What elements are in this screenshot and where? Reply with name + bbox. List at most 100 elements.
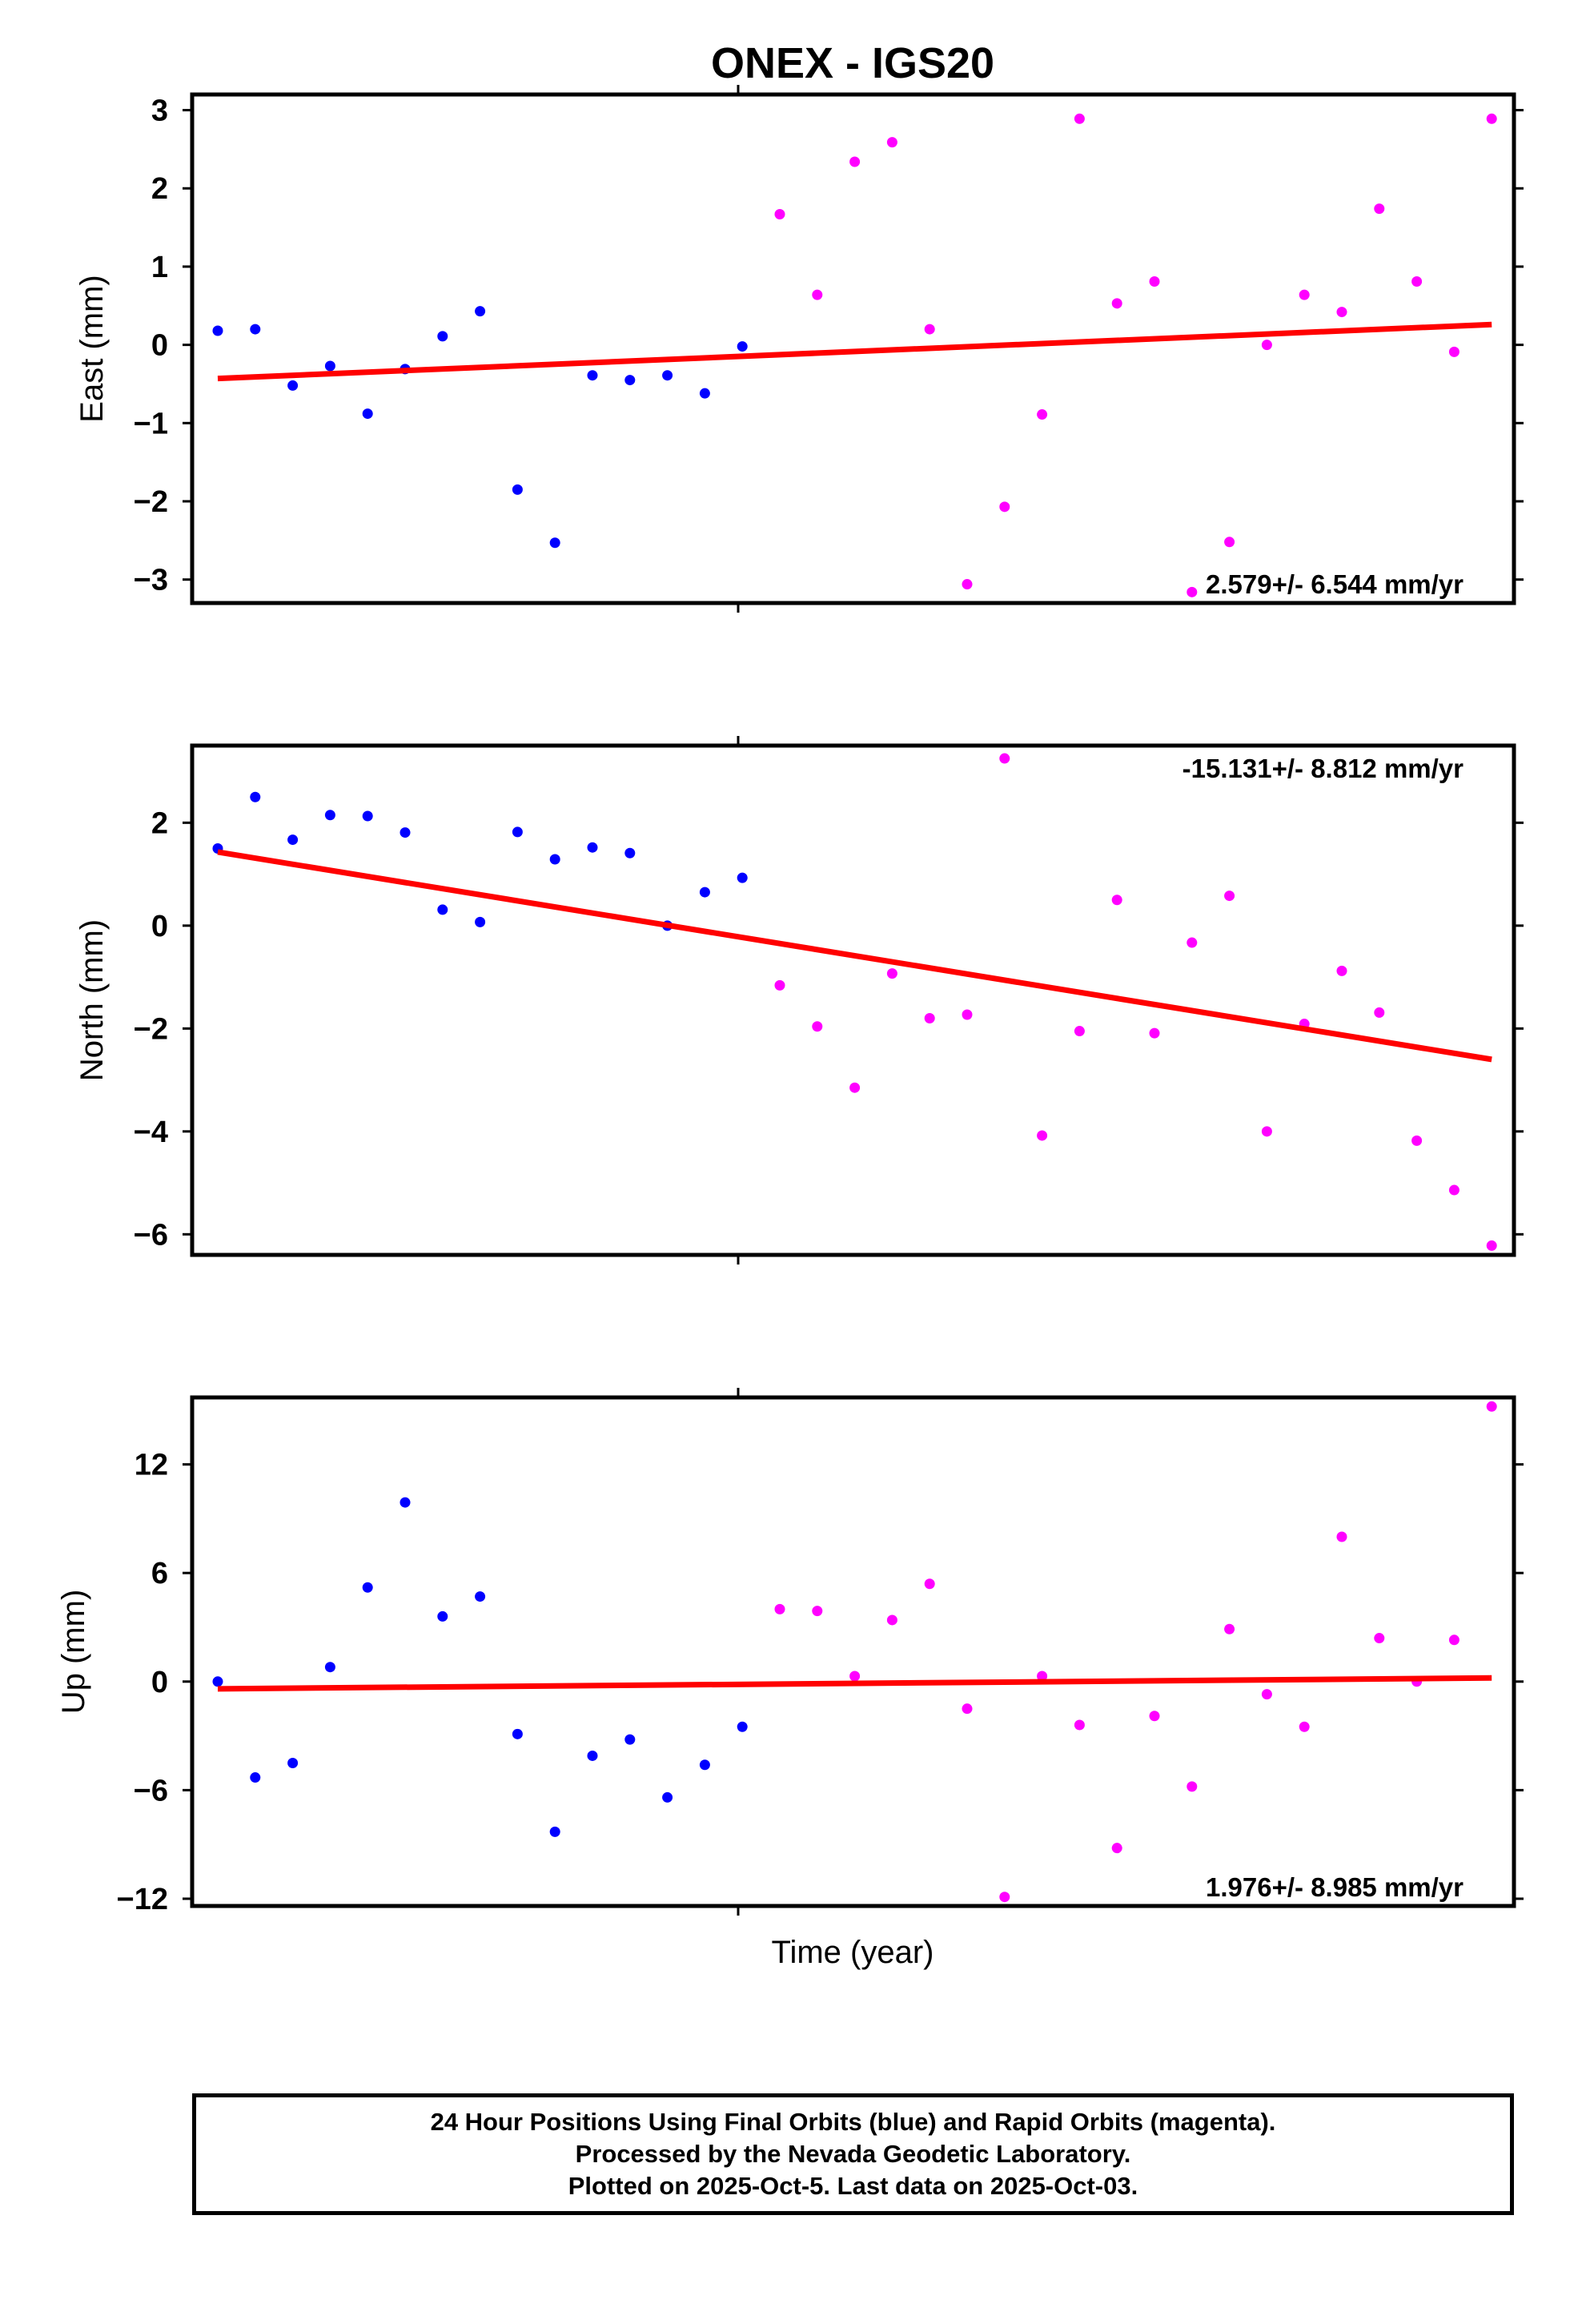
- north-final-point: [362, 810, 373, 822]
- north-ytick-label: −6: [134, 1218, 168, 1252]
- footer-line-plot-date: Plotted on 2025-Oct-5. Last data on 2025…: [568, 2172, 1138, 2200]
- north-final-point: [512, 826, 523, 838]
- east-panel: −3 −2 −1 0 1 2 3 East (mm) 2.579+/- 6.544 mm/yr: [74, 85, 1524, 613]
- chart-title: ONEX - IGS20: [711, 39, 994, 87]
- up-ytick-label: 12: [135, 1449, 168, 1482]
- east-rapid-point: [886, 137, 897, 148]
- up-final-point: [475, 1591, 486, 1602]
- up-ytick-label: 6: [151, 1557, 168, 1590]
- north-final-point: [737, 872, 748, 883]
- east-rapid-point: [962, 579, 973, 590]
- east-rapid-point: [1224, 537, 1235, 548]
- up-rapid-point: [1186, 1781, 1198, 1792]
- east-rapid-point: [1261, 340, 1272, 351]
- north-final-point: [475, 916, 486, 927]
- east-rapid-point: [1299, 289, 1310, 300]
- north-rapid-point: [924, 1012, 935, 1023]
- east-rapid-point: [999, 501, 1010, 513]
- east-rapid-point: [849, 156, 861, 167]
- north-y-axis-label: North (mm): [74, 919, 110, 1081]
- north-rapid-point: [1186, 937, 1198, 948]
- north-final-point: [437, 904, 448, 915]
- east-ytick-label: −2: [134, 485, 168, 519]
- footer-line-processed-by: Processed by the Nevada Geodetic Laborat…: [575, 2140, 1131, 2168]
- east-final-point: [587, 370, 598, 381]
- east-rapid-point: [774, 208, 785, 219]
- east-final-point: [287, 380, 299, 391]
- east-rapid-point: [812, 289, 823, 300]
- up-rapid-point: [1486, 1401, 1497, 1412]
- up-final-point: [737, 1721, 748, 1732]
- north-plot-frame: [190, 743, 1516, 1257]
- north-rapid-point: [962, 1009, 973, 1020]
- up-final-point: [400, 1497, 411, 1508]
- north-rapid-point: [812, 1021, 823, 1032]
- east-rapid-point: [1149, 275, 1160, 287]
- east-final-point: [475, 306, 486, 317]
- east-final-point: [549, 537, 560, 549]
- up-rapid-point: [886, 1614, 897, 1626]
- north-rapid-point: [1149, 1027, 1160, 1039]
- north-rapid-point: [1224, 891, 1235, 902]
- up-ytick-label: −6: [134, 1774, 168, 1807]
- up-rapid-point: [774, 1603, 785, 1614]
- up-final-point: [324, 1662, 335, 1673]
- east-rapid-point: [1074, 113, 1085, 124]
- east-ytick-label: −3: [134, 564, 168, 597]
- east-rapid-point: [1411, 275, 1423, 287]
- east-final-point: [324, 360, 335, 372]
- up-rapid-point: [1224, 1623, 1235, 1634]
- north-panel: −6 −4 −2 0 2 North (mm) -15.131+/- 8.812 mm/yr: [74, 736, 1524, 1265]
- north-rapid-point: [1336, 965, 1347, 976]
- up-ytick-label: −12: [117, 1883, 168, 1916]
- north-rate-label: -15.131+/- 8.812 mm/yr: [1182, 754, 1464, 783]
- up-rapid-point: [849, 1671, 861, 1682]
- east-rapid-point: [1486, 113, 1497, 124]
- north-final-point: [699, 887, 710, 898]
- up-final-point: [587, 1750, 598, 1761]
- north-rapid-point: [1111, 895, 1122, 906]
- north-rapid-point: [1037, 1130, 1048, 1141]
- north-rapid-point: [999, 753, 1010, 764]
- north-final-point: [587, 842, 598, 853]
- up-rapid-point: [1261, 1689, 1272, 1700]
- north-rapid-point: [1411, 1135, 1423, 1146]
- up-final-point: [699, 1759, 710, 1771]
- east-rapid-point: [1186, 586, 1198, 597]
- north-final-point: [324, 810, 335, 821]
- east-ytick-label: 0: [151, 329, 168, 363]
- up-rate-label: 1.976+/- 8.985 mm/yr: [1206, 1872, 1464, 1902]
- up-rapid-point: [1336, 1531, 1347, 1542]
- up-plot-frame: [190, 1395, 1516, 1908]
- east-rapid-point: [1111, 298, 1122, 309]
- up-final-point: [512, 1728, 523, 1739]
- up-rapid-point: [962, 1703, 973, 1715]
- north-rapid-point: [774, 979, 785, 991]
- east-trend-line: [217, 321, 1492, 382]
- east-plot-frame: [190, 92, 1516, 605]
- up-y-axis-label: Up (mm): [56, 1590, 91, 1715]
- up-rapid-point: [1448, 1634, 1460, 1646]
- up-trend-line: [217, 1675, 1492, 1692]
- north-ytick-label: 0: [151, 910, 168, 943]
- north-rapid-point: [1448, 1184, 1460, 1196]
- up-final-point: [624, 1734, 636, 1745]
- east-final-point: [212, 325, 223, 336]
- up-final-point: [662, 1791, 673, 1803]
- east-ytick-label: 2: [151, 172, 168, 206]
- x-axis-label: Time (year): [772, 1935, 934, 1970]
- north-final-point: [250, 791, 261, 802]
- up-final-point: [437, 1610, 448, 1622]
- east-rate-label: 2.579+/- 6.544 mm/yr: [1206, 569, 1464, 599]
- north-final-point: [549, 854, 560, 865]
- up-rapid-point: [1374, 1633, 1385, 1644]
- east-ytick-label: −1: [134, 407, 168, 440]
- north-rapid-point: [1486, 1240, 1497, 1251]
- east-rapid-point: [924, 324, 935, 335]
- east-ytick-label: 3: [151, 94, 168, 128]
- footer-line-orbits: 24 Hour Positions Using Final Orbits (bl…: [430, 2108, 1276, 2136]
- up-panel: −12 −6 0 6 12 Up (mm) 1.976+/- 8.985 mm/yr: [56, 1388, 1524, 1916]
- east-final-point: [437, 331, 448, 342]
- up-rapid-point: [924, 1578, 935, 1590]
